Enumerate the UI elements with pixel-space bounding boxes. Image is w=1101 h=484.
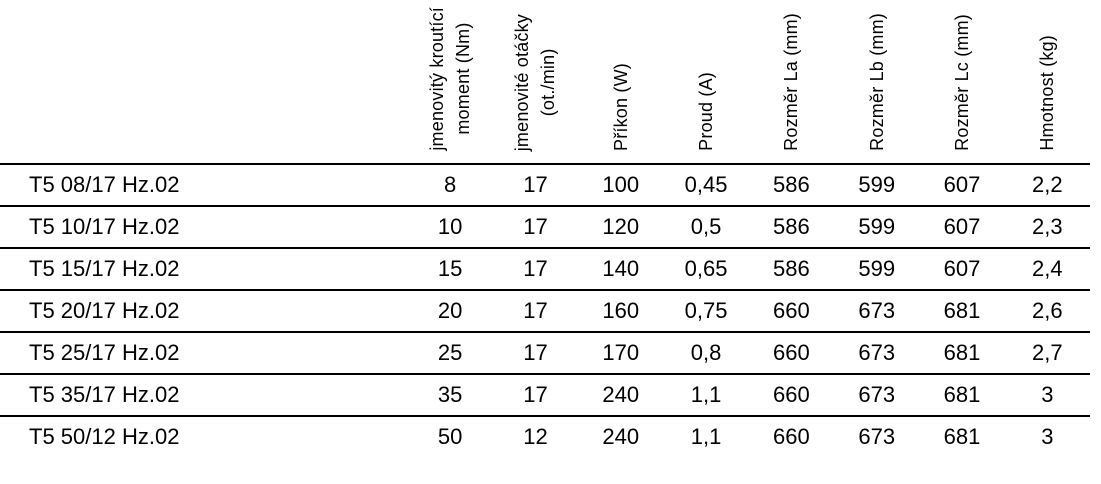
value-cell: 0,75 [663,290,749,333]
value-cell: 160 [578,290,664,333]
value-cell: 607 [919,206,1005,249]
value-cell: 100 [578,164,664,207]
model-name-cell: T5 35/17 Hz.02 [0,374,408,417]
value-cell: 17 [492,164,579,207]
value-cell: 0,45 [663,164,749,207]
value-cell: 17 [492,206,579,249]
value-cell: 1,1 [663,374,749,417]
value-cell: 2,3 [1004,206,1090,249]
value-cell: 50 [437,424,463,449]
value-cell: 12 [523,424,548,449]
spec-table: jmenovitý kroutící moment (Nm) jmenovité … [0,0,1090,457]
table-row: T5 35/17 Hz.02 35 17 240 1,1 660 673 681 3 [0,374,1090,417]
value-cell: 660 [748,332,835,375]
value-cell: 2,2 [1004,164,1090,207]
model-name-cell: T5 50/12 Hz.02 [29,424,180,449]
table-header: jmenovitý kroutící moment (Nm) jmenovité … [0,0,1090,165]
table-row: T5 20/17 Hz.02 20 17 160 0,75 660 673 681 2,6 [0,290,1090,333]
value-cell: 17 [492,374,579,417]
value-cell: 120 [578,206,664,249]
value-cell: 2,4 [1004,248,1090,291]
rotated-header-label: Rozměr Lb (mm) [866,13,887,151]
header-cell-2: Příkon (W) [578,0,664,165]
table-row: T5 50/12 Hz.02 50 12 240 1,1 660 673 681 3 [0,416,1090,457]
value-cell: 673 [834,290,920,333]
rotated-header-label: Rozměr La (mm) [781,13,802,151]
value-cell: 0,5 [663,206,749,249]
rotated-header-label: Rozměr Lc (mm) [951,14,972,151]
value-cell: 673 [834,374,920,417]
header-cell-5: Rozměr Lb (mm) [834,0,920,165]
table-row: T5 10/17 Hz.02 10 17 120 0,5 586 599 607 2,3 [0,206,1090,249]
value-cell: 17 [492,332,579,375]
value-cell: 3 [1004,374,1090,417]
value-cell: 681 [919,290,1005,333]
value-cell: 17 [492,248,579,291]
value-cell: 170 [578,332,664,375]
table-row: T5 08/17 Hz.02 8 17 100 0,45 586 599 607 2,2 [0,164,1090,207]
value-cell: 10 [407,206,493,249]
value-cell: 2,6 [1004,290,1090,333]
header-cell-6: Rozměr Lc (mm) [919,0,1005,165]
value-cell: 15 [407,248,493,291]
rotated-header-label: Příkon (W) [610,62,631,151]
value-cell: 599 [834,164,920,207]
value-cell: 673 [834,332,920,375]
model-name-cell: T5 20/17 Hz.02 [0,290,408,333]
value-cell: 660 [748,290,835,333]
value-cell: 586 [748,206,835,249]
rotated-header-label: jmenovité otáčky (ot./min) [512,13,559,151]
value-cell: 660 [773,424,810,449]
value-cell: 35 [407,374,493,417]
model-name-cell: T5 08/17 Hz.02 [0,164,408,207]
header-cell-model [0,0,408,165]
model-name-cell: T5 15/17 Hz.02 [0,248,408,291]
value-cell: 1,1 [690,424,722,449]
value-cell: 607 [919,248,1005,291]
value-cell: 681 [943,424,981,449]
header-cell-3: Proud (A) [663,0,749,165]
value-cell: 599 [834,206,920,249]
model-name-cell: T5 25/17 Hz.02 [0,332,408,375]
rotated-header-label: Proud (A) [696,72,717,151]
value-cell: 586 [748,248,835,291]
rotated-header-label: jmenovitý kroutící moment (Nm) [427,7,474,151]
model-name-cell: T5 10/17 Hz.02 [0,206,408,249]
value-cell: 673 [858,424,896,449]
header-row: jmenovitý kroutící moment (Nm) jmenovité … [0,0,1090,165]
table-body: T5 08/17 Hz.02 8 17 100 0,45 586 599 607 2,2 T5 1… [0,164,1090,457]
value-cell: 660 [748,374,835,417]
rotated-header-label: Hmotnost (kg) [1037,35,1058,151]
value-cell: 240 [578,374,664,417]
value-cell: 240 [602,424,640,449]
value-cell: 17 [492,290,579,333]
value-cell: 8 [407,164,493,207]
value-cell: 3 [1041,424,1054,449]
value-cell: 20 [407,290,493,333]
table-row: T5 25/17 Hz.02 25 17 170 0,8 660 673 681 2,7 [0,332,1090,375]
header-cell-1: jmenovité otáčky (ot./min) [492,0,579,165]
value-cell: 681 [919,374,1005,417]
header-cell-0: jmenovitý kroutící moment (Nm) [407,0,493,165]
table-row: T5 15/17 Hz.02 15 17 140 0,65 586 599 607 2,4 [0,248,1090,291]
header-cell-7: Hmotnost (kg) [1004,0,1090,165]
value-cell: 0,8 [663,332,749,375]
value-cell: 607 [919,164,1005,207]
value-cell: 681 [919,332,1005,375]
value-cell: 2,7 [1004,332,1090,375]
header-cell-4: Rozměr La (mm) [748,0,835,165]
value-cell: 0,65 [663,248,749,291]
value-cell: 140 [578,248,664,291]
value-cell: 25 [407,332,493,375]
value-cell: 599 [834,248,920,291]
value-cell: 586 [748,164,835,207]
